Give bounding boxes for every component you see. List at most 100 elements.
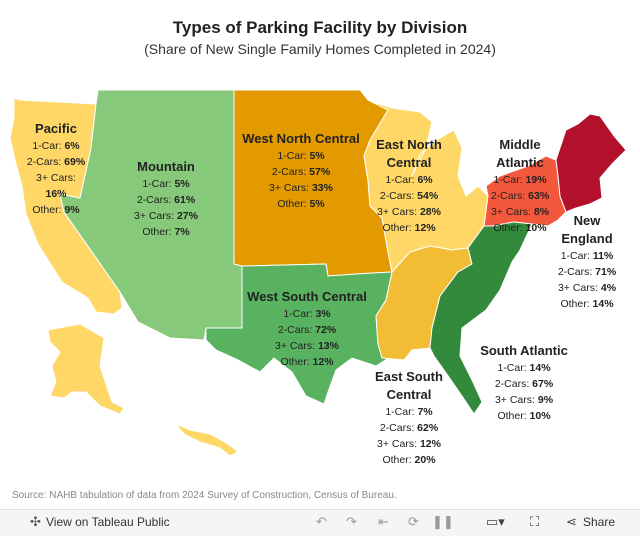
- wnc-other: 5%: [309, 198, 325, 210]
- row-label-3-cars: 3+ Cars:: [269, 182, 310, 194]
- share-button[interactable]: Share: [583, 515, 616, 529]
- row-label-3-cars: 3+ Cars:: [490, 206, 531, 218]
- row-label-other: Other:: [497, 410, 527, 422]
- division-name: Pacific: [35, 121, 77, 136]
- row-label-3-cars: 3+ Cars:: [494, 394, 535, 406]
- wnc-2-cars: 57%: [309, 166, 331, 178]
- row-label-other: Other:: [493, 222, 523, 234]
- mountain-2-cars: 61%: [174, 194, 196, 206]
- wnc-1-car: 5%: [309, 150, 325, 162]
- row-label-3-cars: 3+ Cars:: [557, 282, 598, 294]
- refresh-icon[interactable]: ⟳: [408, 514, 419, 529]
- wsc-2-cars: 72%: [315, 324, 337, 336]
- sa-2-cars: 67%: [532, 378, 554, 390]
- row-label-other: Other:: [382, 454, 412, 466]
- label-south-atlantic: South Atlantic 1-Car: 14% 2-Cars: 67% 3+…: [474, 342, 574, 424]
- row-label-2-cars: 2-Cars:: [557, 266, 593, 278]
- row-label-1-car: 1-Car:: [560, 250, 590, 262]
- row-label-2-cars: 2-Cars:: [136, 194, 172, 206]
- row-label-2-cars: 2-Cars:: [494, 378, 530, 390]
- wsc-1-car: 3%: [315, 308, 331, 320]
- row-label-3-cars: 3+ Cars:: [377, 438, 418, 450]
- row-label-1-car: 1-Car:: [497, 362, 527, 374]
- row-label-1-car: 1-Car:: [142, 178, 172, 190]
- enc-2-cars: 54%: [417, 190, 439, 202]
- sa-other: 10%: [529, 410, 551, 422]
- mountain-other: 7%: [174, 226, 190, 238]
- row-label-other: Other:: [142, 226, 172, 238]
- view-on-tableau-link[interactable]: View on Tableau Public: [46, 515, 170, 529]
- chart-subtitle: (Share of New Single Family Homes Comple…: [144, 41, 496, 57]
- region-west-south-central[interactable]: [205, 263, 393, 405]
- fullscreen-icon[interactable]: ⛶: [530, 514, 540, 529]
- division-name: South Atlantic: [480, 343, 568, 358]
- ma-3-cars: 8%: [533, 206, 550, 218]
- row-label-3-cars: 3+ Cars:: [36, 172, 76, 184]
- row-label-other: Other:: [280, 356, 310, 368]
- row-label-2-cars: 2-Cars:: [379, 190, 415, 202]
- pacific-2-cars: 69%: [64, 156, 86, 168]
- label-middle-atlantic: Middle Atlantic 1-Car: 19% 2-Cars: 63% 3…: [482, 136, 558, 236]
- row-label-2-cars: 2-Cars:: [379, 422, 415, 434]
- row-label-2-cars: 2-Cars:: [271, 166, 307, 178]
- label-west-north-central: West North Central 1-Car: 5% 2-Cars: 57%…: [236, 130, 366, 212]
- sa-1-car: 14%: [529, 362, 551, 374]
- pacific-1-car: 6%: [64, 140, 80, 152]
- row-label-3-cars: 3+ Cars:: [134, 210, 175, 222]
- region-new-england[interactable]: [555, 113, 627, 213]
- esc-other: 20%: [414, 454, 436, 466]
- row-label-2-cars: 2-Cars:: [277, 324, 313, 336]
- row-label-2-cars: 2-Cars:: [26, 156, 62, 168]
- source-note: Source: NAHB tabulation of data from 202…: [12, 490, 397, 501]
- row-label-3-cars: 3+ Cars:: [275, 340, 316, 352]
- row-label-other: Other:: [32, 204, 62, 216]
- region-south-atlantic[interactable]: [429, 221, 533, 415]
- wsc-3-cars: 13%: [317, 340, 339, 352]
- division-name: West South Central: [247, 289, 367, 304]
- pause-icon[interactable]: ❚❚: [432, 514, 454, 529]
- row-label-3-cars: 3+ Cars:: [377, 206, 418, 218]
- enc-1-car: 6%: [417, 174, 433, 186]
- ma-1-car: 19%: [525, 174, 547, 186]
- esc-3-cars: 12%: [419, 438, 441, 450]
- division-name: East South Central: [375, 369, 443, 402]
- division-name: East North Central: [376, 137, 442, 170]
- row-label-other: Other:: [560, 298, 590, 310]
- redo-icon[interactable]: ↷: [346, 514, 357, 529]
- ne-2-cars: 71%: [595, 266, 617, 278]
- tableau-logo-icon: ✣: [30, 514, 41, 529]
- esc-2-cars: 62%: [417, 422, 439, 434]
- row-label-1-car: 1-Car:: [493, 174, 523, 186]
- division-name: New England: [561, 213, 613, 246]
- division-name: Mountain: [137, 159, 195, 174]
- mountain-3-cars: 27%: [176, 210, 198, 222]
- esc-1-car: 7%: [417, 406, 433, 418]
- row-label-1-car: 1-Car:: [385, 174, 415, 186]
- enc-3-cars: 28%: [419, 206, 441, 218]
- share-icon[interactable]: ⋖: [566, 514, 577, 529]
- division-name: Middle Atlantic: [496, 137, 544, 170]
- label-east-north-central: East North Central 1-Car: 6% 2-Cars: 54%…: [364, 136, 454, 236]
- revert-icon[interactable]: ⇤: [378, 514, 389, 529]
- row-label-1-car: 1-Car:: [385, 406, 415, 418]
- wnc-3-cars: 33%: [311, 182, 333, 194]
- row-label-other: Other:: [382, 222, 412, 234]
- comment-icon[interactable]: ▭▾: [486, 514, 505, 529]
- division-name: West North Central: [242, 131, 360, 146]
- row-label-other: Other:: [277, 198, 307, 210]
- enc-other: 12%: [414, 222, 436, 234]
- ma-other: 10%: [525, 222, 547, 234]
- row-label-1-car: 1-Car:: [32, 140, 62, 152]
- pacific-other: 9%: [64, 204, 80, 216]
- ne-1-car: 11%: [592, 250, 614, 262]
- undo-icon[interactable]: ↶: [316, 514, 327, 529]
- pacific-3-cars: 16%: [45, 188, 67, 200]
- label-pacific: Pacific 1-Car: 6% 2-Cars: 69% 3+ Cars: 1…: [12, 120, 100, 218]
- chart-title: Types of Parking Facility by Division: [172, 18, 468, 37]
- row-label-2-cars: 2-Cars:: [490, 190, 526, 202]
- tableau-toolbar: ✣ View on Tableau Public ↶ ↷ ⇤ ⟳ ❚❚ ▭▾ ⛶…: [0, 509, 640, 536]
- label-mountain: Mountain 1-Car: 5% 2-Cars: 61% 3+ Cars: …: [120, 158, 212, 240]
- mountain-1-car: 5%: [174, 178, 190, 190]
- ne-3-cars: 4%: [600, 282, 617, 294]
- label-west-south-central: West South Central 1-Car: 3% 2-Cars: 72%…: [240, 288, 374, 370]
